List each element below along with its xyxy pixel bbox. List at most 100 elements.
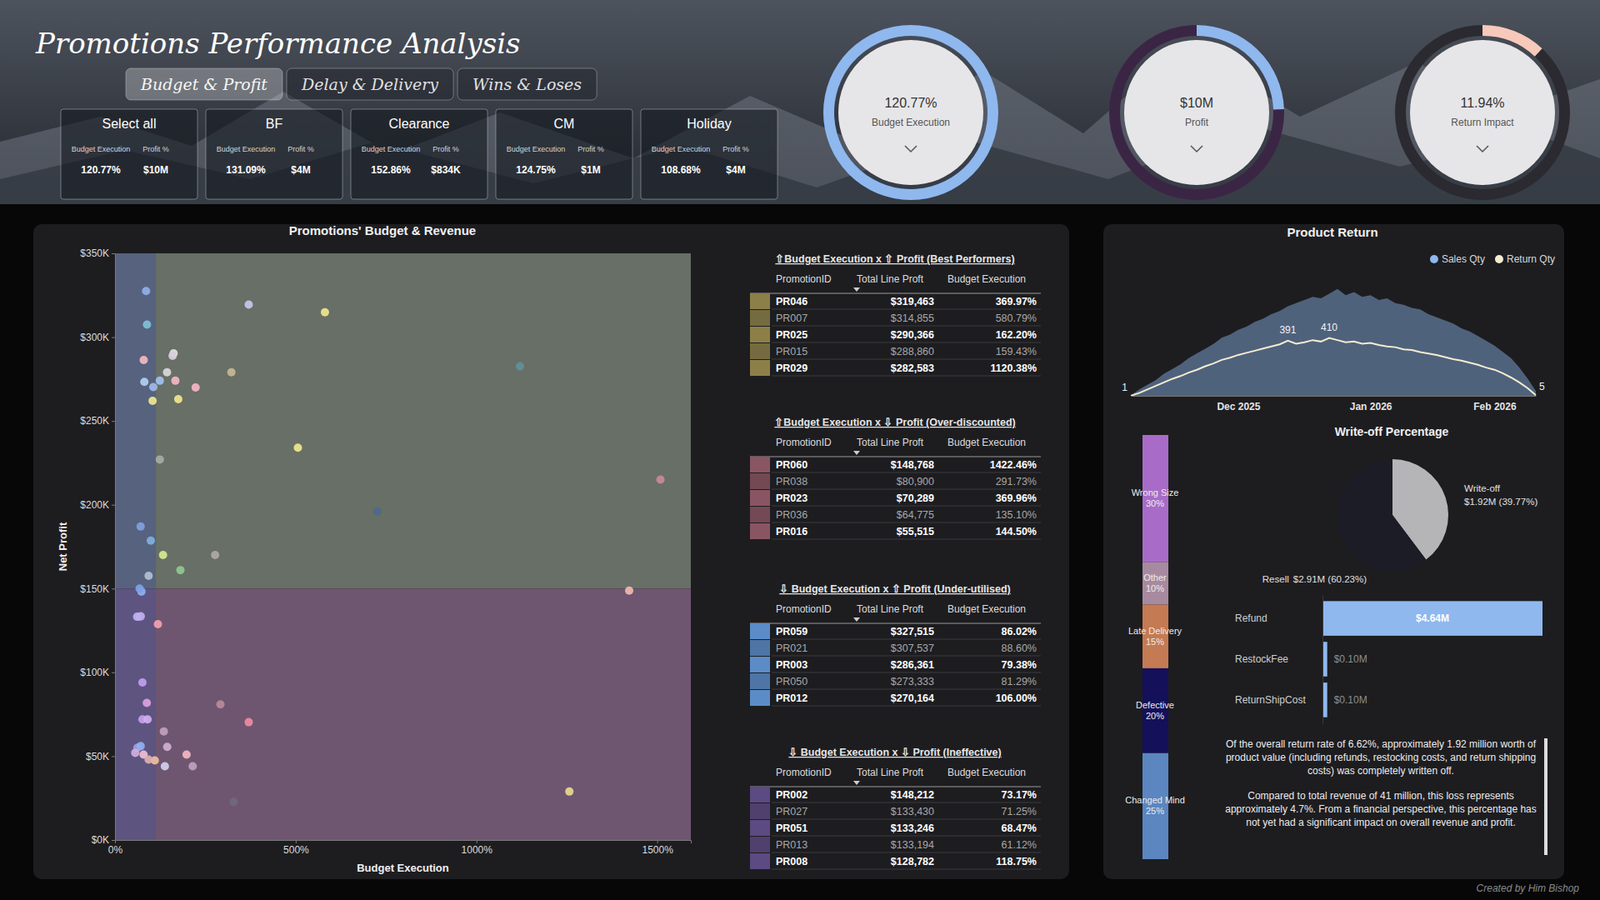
column-header[interactable]: Budget Execution (947, 273, 1026, 285)
tick-label: Jan 2026 (1350, 400, 1393, 413)
chevron[interactable] (1476, 145, 1489, 152)
card-title[interactable]: CM (554, 116, 575, 131)
bar (1322, 600, 1543, 636)
segment-label: Changed Mind (1125, 795, 1185, 805)
data-label: 1 (1121, 381, 1128, 394)
row-rule (771, 325, 1041, 327)
tab[interactable]: Wins & Loses (457, 68, 597, 100)
column-header[interactable]: Budget Execution (947, 603, 1026, 615)
chevron[interactable] (1190, 145, 1203, 152)
row-swatch (750, 690, 770, 706)
cell: 79.38% (1001, 659, 1037, 671)
scrollbar[interactable] (1544, 738, 1548, 855)
cell: PR013 (775, 839, 808, 851)
column-header[interactable]: PromotionID (775, 273, 832, 285)
point (133, 612, 142, 621)
table-title: ⇧Budget Execution x ⇧ Profit (Best Perfo… (775, 253, 1015, 265)
column-header[interactable]: Budget Execution (947, 766, 1026, 779)
legend-marker (1430, 255, 1439, 264)
panel (1103, 224, 1565, 880)
cell: $307,537 (890, 642, 935, 655)
point (320, 308, 330, 317)
tick: Refund (1235, 612, 1323, 625)
cell: $282,583 (890, 362, 935, 375)
cell: 144.50% (995, 525, 1037, 538)
cell: $290,366 (890, 329, 935, 341)
tab-background[interactable] (286, 68, 454, 100)
card-background[interactable] (350, 109, 488, 200)
column-header[interactable]: Total Line Proft (856, 603, 925, 615)
cell: 118.75% (995, 855, 1037, 868)
cell: PR059 (775, 625, 808, 638)
card-metric-label: Profit % (577, 145, 605, 154)
data-label: $2.91M (60.23%) (1293, 574, 1367, 585)
point (210, 550, 220, 560)
gauge-track (823, 25, 999, 200)
tab[interactable]: Budget & Profit (125, 68, 283, 100)
tab-background[interactable] (457, 68, 597, 100)
cell: $55,515 (896, 525, 935, 538)
tab[interactable]: Delay & Delivery (286, 68, 454, 100)
column-header[interactable]: PromotionID (775, 436, 832, 449)
bar-segment (1142, 435, 1169, 563)
column-header[interactable]: PromotionID (775, 603, 832, 615)
sort-indicator (853, 617, 860, 622)
row-rule (771, 472, 1041, 474)
tab-label[interactable]: Delay & Delivery (300, 75, 439, 94)
card-background[interactable] (640, 109, 778, 200)
card-title[interactable]: Clearance (389, 116, 450, 131)
axis: 0%500%1000%1500% (108, 840, 692, 856)
axis: RefundRestockFeeReturnShipCost (1235, 595, 1324, 725)
tick-mark (476, 840, 478, 844)
row-swatch (750, 640, 770, 656)
tick: $50K (85, 750, 115, 763)
plot-area (115, 253, 691, 840)
axis-line (1322, 595, 1324, 725)
card-title[interactable]: BF (265, 116, 284, 131)
table-title: ⇩ Budget Execution x ⇧ Profit (Under-uti… (779, 583, 1011, 595)
slicer-card[interactable]: CMBudget ExecutionProfit %124.75%$1M (495, 109, 633, 200)
cell: PR007 (775, 312, 808, 325)
card-background[interactable] (205, 109, 343, 200)
slicer-card[interactable]: HolidayBudget ExecutionProfit %108.68%$4… (640, 109, 778, 200)
chevron[interactable] (905, 145, 917, 152)
gauge: $10MProfit (1109, 25, 1285, 200)
card-value: 108.68% (660, 164, 701, 176)
column-header[interactable]: Total Line Proft (856, 436, 925, 449)
tick-label: Dec 2025 (1216, 400, 1260, 413)
cell: $80,900 (896, 475, 935, 488)
column-header[interactable]: PromotionID (775, 766, 832, 779)
point (136, 741, 145, 750)
point (160, 761, 170, 770)
card-title[interactable]: Holiday (686, 116, 731, 131)
main-background (0, 204, 1600, 900)
card-title[interactable]: Select all (102, 116, 157, 131)
tab-background[interactable] (125, 68, 283, 100)
gauge-disc (1124, 40, 1270, 185)
tab-label[interactable]: Budget & Profit (140, 75, 268, 94)
cell: 71.25% (1001, 805, 1037, 818)
column-header[interactable]: Total Line Proft (856, 273, 925, 285)
cell: $148,212 (890, 789, 935, 801)
card-background[interactable] (495, 109, 633, 200)
tab-label[interactable]: Wins & Loses (472, 75, 582, 94)
legend-label: Sales Qty (1441, 253, 1485, 265)
card-value: 120.77% (80, 164, 121, 176)
tick: 0% (108, 840, 124, 856)
bar-segment (1142, 605, 1169, 669)
sort-indicator (853, 780, 860, 785)
tick-mark (111, 755, 115, 757)
point (162, 368, 171, 377)
column-header[interactable]: Budget Execution (947, 436, 1026, 449)
cell: $133,246 (890, 822, 935, 835)
slicer-card[interactable]: Select allBudget ExecutionProfit %120.77… (60, 109, 198, 200)
point (191, 383, 200, 392)
column-header[interactable]: Total Line Proft (856, 766, 925, 779)
point (159, 550, 168, 560)
cell: PR015 (775, 345, 808, 358)
tick: 500% (283, 840, 310, 856)
slicer-card[interactable]: ClearanceBudget ExecutionProfit %152.86%… (350, 109, 488, 200)
data-label: 10% (1145, 583, 1165, 594)
slicer-card[interactable]: BFBudget ExecutionProfit %131.09%$4M (205, 109, 343, 200)
card-background[interactable] (60, 109, 198, 200)
